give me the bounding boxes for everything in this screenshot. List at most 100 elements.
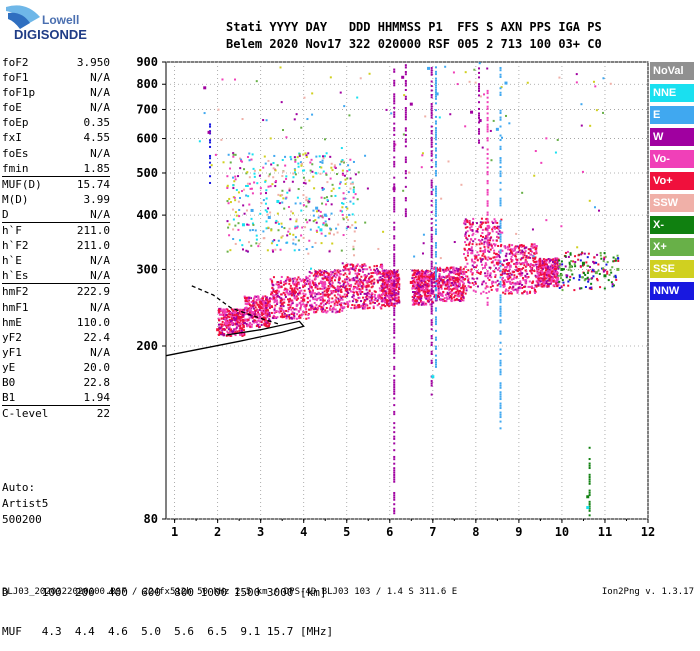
echo-dot	[433, 275, 436, 278]
echo-dot	[486, 272, 489, 275]
echo-dot	[607, 279, 610, 282]
echo-dot	[395, 283, 398, 286]
echo-dot	[457, 293, 460, 296]
echo-dot	[507, 248, 510, 251]
echo-dot	[556, 261, 559, 264]
echo-dot	[499, 312, 502, 315]
echo-dot	[388, 297, 391, 300]
echo-dot	[209, 145, 212, 148]
echo-dot	[574, 255, 577, 258]
echo-dot	[351, 290, 354, 293]
echo-dot	[262, 166, 265, 169]
echo-dot	[404, 70, 407, 73]
echo-dot	[298, 248, 301, 251]
echo-dot	[432, 272, 435, 275]
echo-dot	[386, 300, 389, 303]
echo-dot	[365, 295, 368, 298]
echo-dot	[299, 202, 302, 205]
echo-dot	[529, 265, 532, 268]
echo-dot	[617, 257, 620, 260]
echo-dot	[423, 270, 426, 273]
echo-dot	[298, 291, 301, 294]
echo-dot	[432, 281, 435, 284]
echo-dot	[278, 202, 281, 205]
echo-dot	[355, 305, 358, 308]
echo-dot	[419, 282, 422, 285]
echo-dot	[548, 278, 551, 281]
echo-dot	[556, 274, 559, 277]
echo-dot	[474, 258, 477, 261]
echo-dot	[506, 275, 509, 278]
echo-dot	[513, 262, 516, 265]
echo-dot	[220, 325, 223, 328]
echo-dot	[442, 299, 445, 302]
echo-dot	[352, 264, 355, 267]
echo-dot	[393, 115, 396, 118]
echo-dot	[253, 321, 256, 324]
echo-dot	[486, 236, 489, 239]
echo-dot	[556, 266, 559, 269]
echo-dot	[451, 288, 454, 291]
echo-dot	[466, 251, 469, 254]
echo-dot	[499, 91, 502, 94]
echo-dot	[444, 293, 447, 296]
echo-dot	[393, 437, 396, 440]
echo-dot	[297, 297, 300, 300]
echo-dot	[438, 266, 441, 269]
echo-dot	[451, 278, 454, 281]
echo-dot	[490, 261, 493, 264]
echo-dot	[479, 240, 482, 243]
echo-dot	[342, 218, 345, 221]
echo-dot	[486, 123, 489, 126]
echo-dot	[402, 133, 405, 136]
echo-dot	[521, 283, 524, 286]
echo-dot	[535, 250, 538, 253]
echo-dot	[404, 82, 407, 85]
echo-dot	[415, 292, 418, 295]
echo-dot	[430, 262, 433, 265]
echo-dot	[393, 469, 396, 472]
echo-dot	[430, 109, 433, 112]
echo-dot	[615, 278, 618, 281]
echo-dot	[438, 116, 441, 119]
echo-dot	[349, 263, 352, 266]
echo-dot	[526, 262, 529, 265]
echo-dot	[586, 256, 589, 259]
echo-dot	[510, 273, 513, 276]
echo-dot	[308, 197, 311, 200]
echo-dot	[537, 272, 540, 275]
echo-dot	[546, 285, 549, 288]
echo-dot	[499, 305, 502, 308]
echo-dot	[323, 197, 326, 200]
echo-dot	[478, 67, 481, 70]
echo-dot	[272, 167, 275, 170]
echo-dot	[319, 281, 322, 284]
echo-dot	[340, 305, 343, 308]
echo-dot	[397, 298, 400, 301]
echo-dot	[342, 285, 345, 288]
echo-dot	[487, 224, 490, 227]
echo-dot	[424, 286, 427, 289]
echo-dot	[528, 280, 531, 283]
echo-dot	[480, 260, 483, 263]
echo-dot	[338, 303, 341, 306]
echo-dot	[336, 269, 339, 272]
echo-dot	[445, 296, 448, 299]
param-row: fmin 1.85	[2, 161, 110, 176]
echo-dot	[341, 173, 344, 176]
echo-dot	[588, 482, 591, 485]
echo-dot	[421, 270, 424, 273]
echo-dot	[565, 274, 568, 277]
echo-dot	[603, 256, 606, 259]
echo-dot	[519, 269, 522, 272]
echo-dot	[326, 287, 329, 290]
echo-dot	[448, 276, 451, 279]
echo-dot	[387, 280, 390, 283]
echo-dot	[288, 300, 291, 303]
echo-dot	[328, 293, 331, 296]
echo-dot	[422, 301, 425, 304]
echo-dot	[279, 281, 282, 284]
echo-dot	[394, 294, 397, 297]
echo-dot	[333, 165, 336, 168]
echo-dot	[527, 256, 530, 259]
